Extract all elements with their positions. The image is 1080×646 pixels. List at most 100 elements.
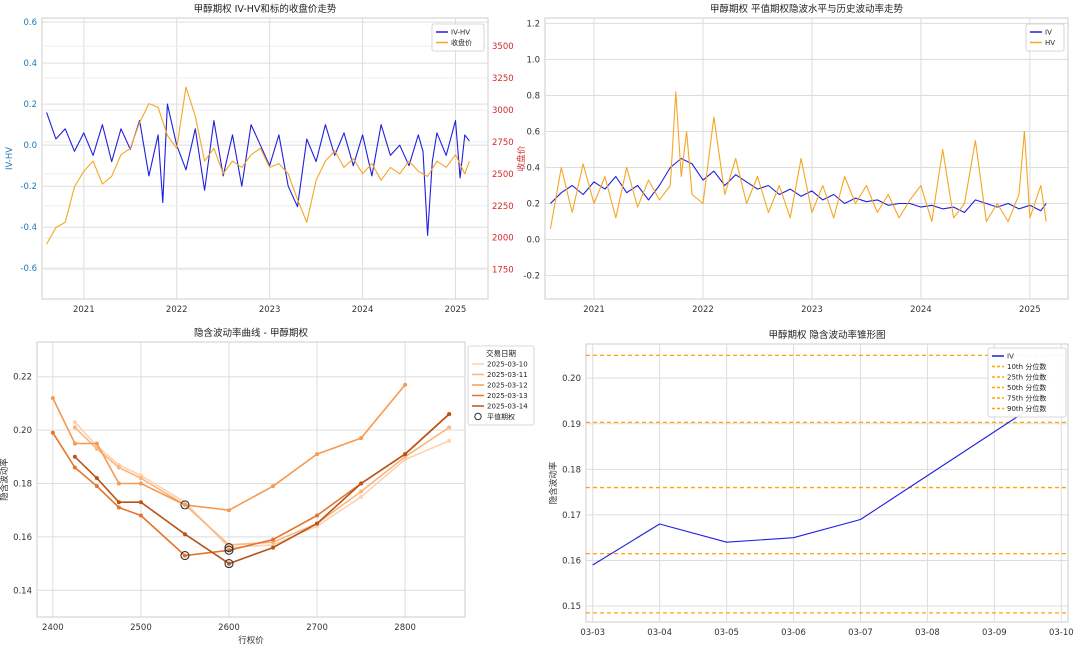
x-tick-label: 2800: [394, 623, 416, 633]
y-tick-label: 0.2: [23, 100, 37, 110]
x-tick-label: 2400: [42, 623, 64, 633]
atm-marker: [224, 545, 234, 555]
data-point: [226, 561, 231, 566]
legend-label: 收盘价: [451, 38, 472, 47]
y-right-tick-label: 2000: [492, 234, 514, 244]
y-right-tick-label: 2500: [492, 170, 514, 180]
y-tick-label: -0.4: [20, 223, 37, 233]
x-tick-label: 03-05: [714, 628, 739, 638]
series-line: [549, 91, 1047, 229]
y-tick-label: -0.2: [523, 272, 540, 282]
y-tick-label: -0.2: [20, 182, 37, 192]
y-tick-label: 0.16: [562, 556, 581, 566]
legend-label: IV: [1045, 29, 1052, 37]
data-point: [403, 382, 408, 387]
y-axis-label: 隐含波动率: [0, 458, 10, 501]
data-point: [72, 425, 77, 430]
x-tick-label: 2500: [130, 623, 152, 633]
y-tick-label: 0.22: [13, 373, 32, 383]
y-tick-label: 0.20: [562, 374, 581, 384]
legend-box: [987, 347, 1067, 418]
y-right-tick-label: 3500: [492, 42, 514, 52]
data-point: [94, 476, 99, 481]
data-point: [359, 494, 364, 499]
legend-label: IV-HV: [451, 29, 470, 37]
y-tick-label: 1.0: [526, 55, 540, 65]
y-tick-label: 0.8: [526, 91, 540, 101]
data-point: [226, 508, 231, 513]
data-point: [94, 484, 99, 489]
data-point: [94, 441, 99, 446]
data-point: [72, 420, 77, 425]
legend-box: [1025, 23, 1065, 52]
atm-marker: [180, 500, 190, 510]
y-tick-label: -0.6: [20, 264, 37, 274]
x-tick-label: 2022: [692, 305, 714, 315]
data-point: [138, 481, 143, 486]
y-tick-label: 0.6: [23, 18, 37, 28]
plot-frame: [544, 17, 1069, 300]
data-point: [116, 505, 121, 510]
y-right-tick-label: 1750: [492, 266, 514, 276]
data-point: [72, 454, 77, 459]
y-tick-label: 0.0: [23, 141, 37, 151]
legend-label: 2025-03-14: [487, 403, 528, 411]
data-point: [315, 452, 320, 457]
legend-label: IV: [1007, 353, 1014, 361]
plot-frame: [36, 341, 466, 618]
chart-title: 甲醇期权 隐含波动率锥形图: [768, 329, 885, 341]
x-tick-label: 03-10: [1049, 628, 1074, 638]
legend-title: 交易日期: [486, 348, 516, 358]
y-right-axis-label: 收盘价: [516, 145, 527, 171]
legend-label: 50th 分位数: [1007, 383, 1046, 392]
data-point: [116, 465, 121, 470]
x-axis-label: 行权价: [238, 635, 264, 646]
data-point: [72, 441, 77, 446]
y-right-tick-label: 2750: [492, 138, 514, 148]
data-point: [447, 438, 452, 443]
x-tick-label: 2024: [910, 305, 932, 315]
chart-title: 甲醇期权 IV-HV和标的收盘价走势: [194, 3, 337, 15]
chart-title: 隐含波动率曲线 - 甲醇期权: [194, 327, 308, 339]
atm-marker: [180, 551, 190, 561]
y-axis-label: IV-HV: [5, 147, 15, 170]
y-tick-label: 0.2: [526, 200, 540, 210]
legend-label: HV: [1045, 39, 1055, 47]
x-tick-label: 03-09: [982, 628, 1007, 638]
legend-label: 2025-03-13: [487, 392, 528, 400]
atm-marker: [224, 543, 234, 553]
data-point: [447, 412, 452, 417]
series-line: [46, 103, 470, 236]
data-point: [271, 537, 276, 542]
series-line: [592, 405, 1035, 566]
legend-box: [467, 345, 535, 426]
data-point: [50, 430, 55, 435]
data-point: [116, 500, 121, 505]
data-point: [182, 532, 187, 537]
data-point: [50, 396, 55, 401]
data-point: [359, 481, 364, 486]
x-tick-label: 03-08: [915, 628, 940, 638]
legend-label: 90th 分位数: [1007, 404, 1046, 413]
legend-label: 10th 分位数: [1007, 362, 1046, 371]
x-tick-label: 2025: [1019, 305, 1041, 315]
y-tick-label: 0.16: [13, 533, 32, 543]
y-tick-label: 0.19: [562, 420, 581, 430]
data-point: [182, 553, 187, 558]
y-tick-label: 0.4: [23, 59, 37, 69]
legend-label: 平值期权: [487, 412, 515, 421]
series-line: [46, 86, 470, 245]
x-tick-label: 03-07: [848, 628, 873, 638]
x-tick-label: 03-03: [580, 628, 605, 638]
data-point: [138, 476, 143, 481]
y-right-tick-label: 3000: [492, 106, 514, 116]
data-point: [447, 425, 452, 430]
y-axis-label: 隐含波动率: [548, 461, 559, 504]
legend-label: 75th 分位数: [1007, 394, 1046, 403]
y-right-tick-label: 3250: [492, 74, 514, 84]
y-tick-label: 0.18: [13, 480, 32, 490]
x-tick-label: 2600: [218, 623, 240, 633]
chart-title: 甲醇期权 平值期权隐波水平与历史波动率走势: [710, 3, 904, 15]
y-tick-label: 0.14: [13, 586, 32, 596]
